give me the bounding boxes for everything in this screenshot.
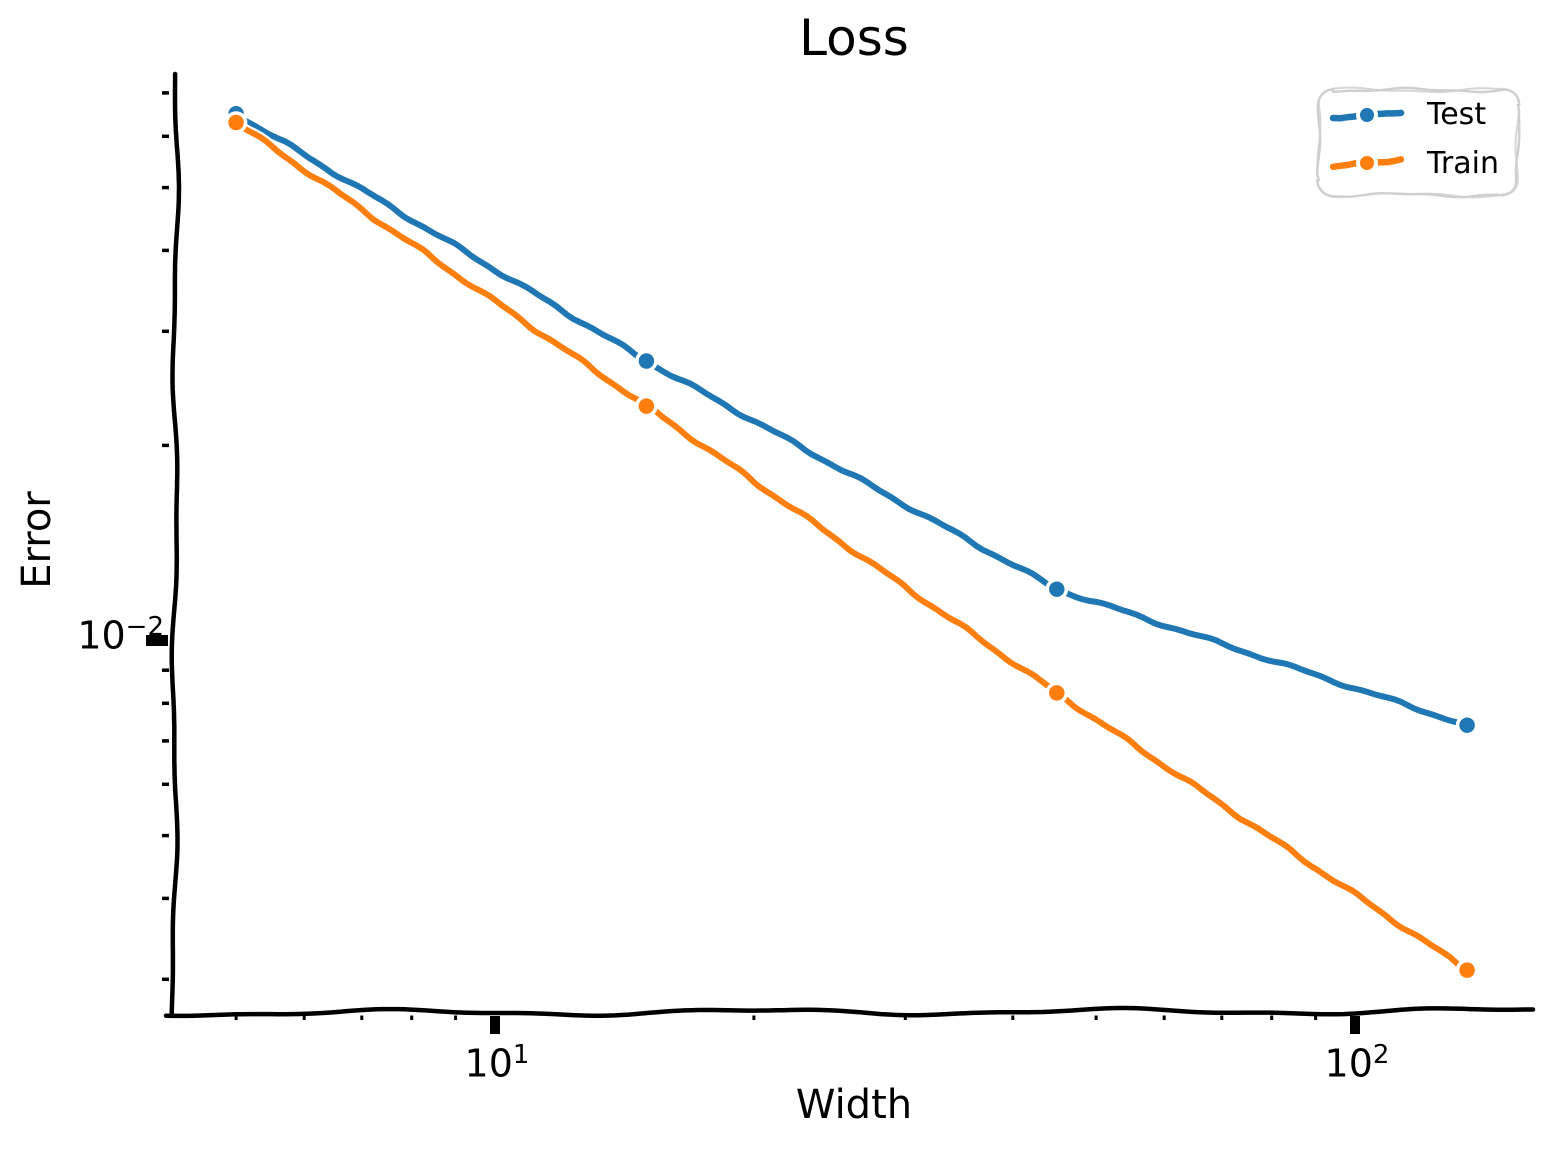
- x-tick-exp: 2: [1372, 1040, 1390, 1070]
- legend-border-sketch: [1316, 86, 1521, 199]
- series-train-line: [232, 120, 1470, 975]
- y-axis-spine: [169, 71, 182, 1017]
- y-minor-ticks: [162, 91, 169, 982]
- series-test-line: [232, 111, 1471, 728]
- plot-title: Loss: [799, 9, 909, 67]
- y-tick-exp: −2: [125, 612, 164, 642]
- series-train-markers: [224, 111, 1479, 982]
- legend-label-train: Train: [1427, 146, 1499, 181]
- series-test-halo: [230, 109, 1473, 730]
- x-tick-label-10: 101: [465, 1040, 530, 1087]
- x-tick-label-100: 102: [1325, 1040, 1390, 1087]
- y-tick-label-1e-2: 10−2: [34, 612, 164, 659]
- legend-sample-train-marker: [1356, 152, 1378, 174]
- y-tick-base: 10: [77, 613, 126, 658]
- x-axis-spine: [163, 1005, 1536, 1019]
- x-minor-ticks: [234, 1015, 1318, 1020]
- x-tick-base: 10: [464, 1041, 513, 1086]
- x-tick-base: 10: [1324, 1041, 1373, 1086]
- x-axis-label: Width: [795, 1082, 913, 1128]
- legend-sample-test-marker: [1356, 104, 1378, 126]
- series-test-markers: [224, 102, 1479, 737]
- x-major-ticks: [490, 1016, 1360, 1034]
- y-axis-label: Error: [14, 491, 60, 589]
- legend-label-test: Test: [1427, 97, 1487, 132]
- x-tick-exp: 1: [512, 1040, 530, 1070]
